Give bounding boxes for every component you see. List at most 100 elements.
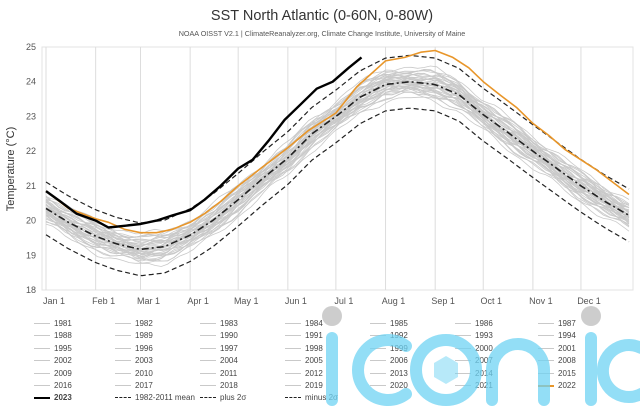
legend-swatch (455, 385, 471, 386)
legend-label: 2014 (475, 368, 493, 378)
chart-title: SST North Atlantic (0-60N, 0-80W) (211, 8, 433, 24)
legend-label: 2006 (390, 356, 408, 366)
x-tick-label: Apr 1 (187, 296, 209, 306)
series-line-2023 (45, 56, 363, 229)
y-tick-label: 18 (26, 285, 36, 295)
legend-label: 1993 (475, 331, 493, 341)
x-tick-label: Feb 1 (92, 296, 115, 306)
series-line-2004 (45, 80, 630, 255)
legend-label: 2019 (305, 381, 323, 390)
legend-swatch (538, 335, 554, 337)
x-tick-label: Dec 1 (577, 296, 601, 306)
x-tick-label: Jun 1 (285, 296, 307, 306)
plot-frame (41, 46, 634, 291)
y-tick-label: 22 (26, 146, 36, 156)
legend-swatch (538, 323, 554, 324)
series-line-1985 (45, 91, 630, 264)
legend-label: 2016 (54, 381, 72, 390)
legend-swatch (34, 323, 50, 324)
x-tick-label: Oct 1 (480, 296, 502, 306)
legend-label: 2011 (220, 368, 238, 378)
legend-swatch (115, 397, 131, 399)
legend-swatch (285, 323, 301, 324)
series-line-2019 (45, 74, 630, 245)
legend-label: 1989 (135, 331, 153, 341)
legend-swatch (34, 372, 50, 374)
legend-swatch (538, 385, 554, 387)
legend-swatch (34, 347, 50, 349)
legend-swatch (34, 360, 50, 362)
legend-swatch (200, 385, 216, 386)
y-tick-labels: 18 19 20 21 22 23 24 25 (26, 42, 36, 295)
y-tick-label: 20 (26, 216, 36, 226)
x-tick-label: Mar 1 (137, 296, 160, 306)
legend-label: 1996 (135, 343, 153, 353)
legend-label: 1986 (475, 319, 493, 328)
legend-swatch (285, 372, 301, 374)
legend-swatch (455, 360, 471, 362)
legend-label: 2003 (135, 356, 153, 366)
highlight-series (45, 49, 630, 234)
legend-label: 2002 (54, 356, 72, 366)
legend-swatch (200, 372, 216, 374)
x-tick-labels: Jan 1 Feb 1 Mar 1 Apr 1 May 1 Jun 1 Jul 1 Aug 1… (43, 296, 601, 306)
legend-swatch (455, 323, 471, 324)
legend-swatch (34, 385, 50, 386)
legend-swatch (200, 347, 216, 349)
legend-label: 2023 (54, 393, 72, 403)
y-axis-label: Temperature (°C) (5, 127, 17, 211)
y-tick-label: 25 (26, 42, 36, 52)
grid-lines (41, 46, 634, 291)
legend-swatch (34, 335, 50, 337)
legend-label: 2018 (220, 381, 238, 390)
x-tick-label: Aug 1 (382, 296, 406, 306)
legend-swatch (115, 385, 131, 386)
legend-swatch (285, 347, 301, 349)
legend-label: 1990 (220, 331, 238, 341)
legend-swatch (538, 347, 554, 349)
series-line-minus-2sigma (45, 107, 630, 277)
legend-label: 1992 (390, 331, 408, 341)
legend-swatch (538, 360, 554, 362)
y-tick-label: 23 (26, 111, 36, 121)
legend-label: 1991 (305, 331, 323, 341)
legend-swatch (285, 397, 301, 399)
legend-swatch (115, 323, 131, 324)
legend-label: 1983 (220, 319, 238, 328)
legend-swatch (115, 347, 131, 349)
legend-label: 1998 (305, 343, 323, 353)
legend-label: 1985 (390, 319, 408, 328)
legend-label: 1994 (558, 331, 576, 341)
series-line-2022 (45, 49, 630, 234)
legend-swatch (200, 323, 216, 324)
legend-swatch (370, 372, 386, 374)
legend-label: 1984 (305, 319, 323, 328)
legend-swatch (34, 397, 50, 400)
series-line-1992 (45, 91, 630, 262)
legend-swatch (285, 385, 301, 386)
legend-label: 1982-2011 mean (135, 393, 195, 403)
legend-swatch (115, 372, 131, 374)
legend-label: 1995 (54, 343, 72, 353)
legend-label: 2010 (135, 368, 153, 378)
x-tick-label: Jul 1 (334, 296, 353, 306)
legend-label: 2020 (390, 381, 408, 390)
y-tick-label: 24 (26, 77, 36, 87)
historical-years (45, 65, 630, 267)
legend-label: 2012 (305, 368, 323, 378)
legend-label: 2004 (220, 356, 238, 366)
legend-swatch (455, 372, 471, 374)
series-line-plus-2sigma (45, 54, 630, 224)
legend-swatch (115, 360, 131, 362)
y-tick-label: 21 (26, 181, 36, 191)
series-line-2021 (45, 83, 630, 253)
x-tick-label: Nov 1 (529, 296, 553, 306)
legend-label: 1988 (54, 331, 72, 341)
series-line-2010 (45, 87, 630, 257)
legend-label: 2009 (54, 368, 72, 378)
legend-label: minus 2σ (305, 393, 338, 403)
legend-swatch (455, 335, 471, 337)
legend-swatch (370, 385, 386, 386)
chart-subtitle: NOAA OISST V2.1 | ClimateReanalyzer.org,… (179, 29, 466, 38)
